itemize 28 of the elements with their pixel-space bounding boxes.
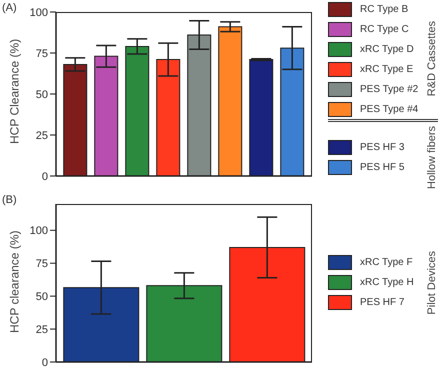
y-tick-label: 50 bbox=[36, 291, 48, 304]
y-tick-label: 100 bbox=[30, 225, 48, 238]
text: Pilot Devices bbox=[426, 251, 438, 315]
y-tick-label: 0 bbox=[42, 356, 48, 369]
legend-label: RC Type B bbox=[360, 4, 408, 15]
y-axis-title: HCP clearance (%) bbox=[7, 230, 22, 333]
y-tick-label: 25 bbox=[36, 324, 48, 336]
y-tick-label: 75 bbox=[36, 258, 48, 270]
text: (A) bbox=[2, 2, 17, 15]
y-tick-label: 0 bbox=[42, 170, 48, 183]
y-axis-title: HCP Clearance (%) bbox=[7, 38, 22, 144]
y-tick-label: 75 bbox=[36, 48, 48, 60]
legend-label: xRC Type F bbox=[360, 257, 413, 268]
legend-label: PES HF 3 bbox=[360, 142, 404, 153]
legend-label: PES Type #2 bbox=[360, 84, 418, 95]
text: R&D Cassettes bbox=[426, 21, 438, 97]
y-tick-label: 25 bbox=[36, 130, 48, 142]
legend-label: xRC Type D bbox=[360, 44, 414, 55]
legend-label: RC Type C bbox=[360, 24, 409, 35]
y-tick-label: 100 bbox=[30, 6, 48, 19]
y-tick-label: 50 bbox=[36, 88, 48, 101]
legend-label: xRC Type E bbox=[360, 64, 414, 75]
legend-label: PES HF 7 bbox=[360, 297, 404, 308]
text: (B) bbox=[2, 194, 17, 207]
legend-label: PES Type #4 bbox=[360, 104, 418, 115]
legend-label: xRC Type H bbox=[360, 277, 414, 288]
legend-label: PES HF 5 bbox=[360, 162, 404, 173]
text: Hollow fibers bbox=[426, 126, 438, 189]
